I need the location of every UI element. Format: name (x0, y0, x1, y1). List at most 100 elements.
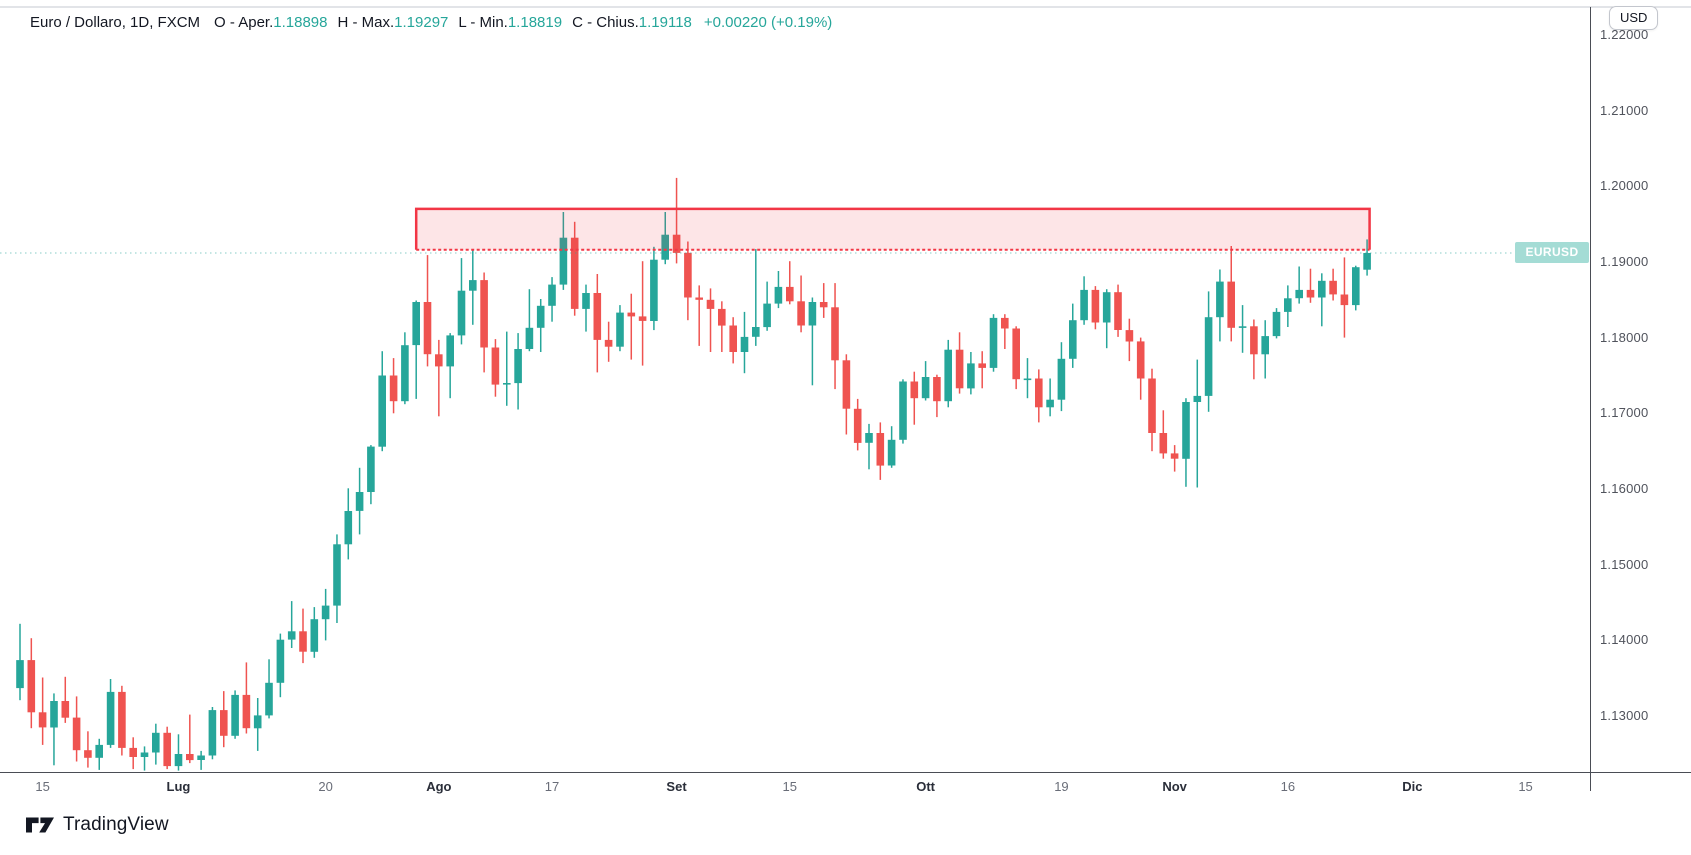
price-tick-label: 1.18000 (1600, 329, 1649, 345)
tradingview-logo[interactable]: TradingView (25, 813, 169, 836)
candle-down (831, 307, 839, 361)
candle-up (514, 349, 522, 384)
candle-down (638, 316, 647, 321)
candle-down (729, 325, 737, 352)
price-tick-label: 1.13000 (1600, 708, 1649, 724)
candle-up (321, 605, 330, 620)
candle-down (27, 660, 36, 713)
time-tick-label: Lug (166, 779, 191, 794)
candle-down (1340, 294, 1349, 306)
candle-up (1318, 280, 1326, 298)
candle-up (1295, 289, 1303, 299)
candle-up (740, 336, 749, 352)
price-tick-label: 1.20000 (1600, 178, 1649, 194)
time-tick-label: Dic (1402, 779, 1423, 794)
candle-down (242, 694, 251, 729)
candle-up (16, 660, 24, 689)
candle-up (378, 375, 386, 447)
candle-up (197, 755, 205, 760)
time-tick-label: Set (666, 779, 687, 794)
candle-down (129, 747, 137, 757)
candlestick-chart-plot[interactable] (0, 0, 1691, 800)
candle-down (876, 433, 885, 466)
candle-up (616, 312, 624, 347)
candle-up (231, 694, 239, 736)
candle-up (253, 715, 262, 729)
last-price-label: EURUSD (1515, 242, 1589, 264)
candle-down (1329, 280, 1337, 295)
candle-up (887, 439, 896, 466)
price-tick-label: 1.19000 (1600, 253, 1649, 269)
price-tick-label: 1.17000 (1600, 405, 1649, 421)
candle-up (899, 381, 907, 440)
candle-up (503, 383, 511, 385)
candle-up (967, 363, 975, 389)
symbol-title[interactable]: Euro / Dollaro, 1D, FXCM (30, 14, 201, 31)
candle-up (1363, 253, 1371, 270)
candle-down (1125, 330, 1134, 342)
candle-up (1069, 320, 1077, 359)
ohlc-field: L - Min.1.18819 (458, 14, 563, 31)
time-tick-label: 20 (318, 779, 333, 794)
candle-up (536, 305, 545, 328)
candle-down (61, 701, 70, 718)
candle-up (1080, 289, 1088, 321)
candle-up (582, 293, 590, 309)
candle-down (706, 299, 715, 309)
price-axis[interactable]: 1.22000 1.21000 1.20000 1.19000 1.18000 1.170… (1591, 0, 1691, 772)
candle-down (570, 237, 579, 309)
candle-up (525, 327, 534, 349)
candle-up (344, 511, 353, 545)
candle-up (1261, 336, 1269, 355)
candle-up (355, 492, 364, 511)
candle-down (695, 297, 703, 300)
candle-up (650, 259, 658, 321)
ohlc-field: O - Aper.1.18898 (214, 14, 328, 31)
candle-up (1216, 281, 1224, 318)
candle-up (661, 234, 669, 260)
candle-up (174, 754, 183, 767)
candle-up (1182, 402, 1190, 459)
candle-up (457, 290, 466, 336)
candle-up (276, 639, 285, 683)
candle-down (1227, 281, 1235, 328)
candle-up (469, 280, 477, 291)
candle-up (412, 302, 420, 346)
candle-down (118, 691, 126, 748)
chart-legend: Euro / Dollaro, 1D, FXCM O - Aper.1.1889… (30, 14, 832, 31)
candle-down (684, 252, 692, 298)
candle-up (446, 335, 454, 367)
resistance-zone[interactable] (416, 208, 1370, 250)
candle-up (1204, 317, 1213, 396)
candle-down (842, 360, 851, 409)
candle-down (480, 280, 488, 348)
candle-up (140, 752, 149, 757)
candle-up (752, 327, 760, 337)
candle-down (220, 710, 228, 736)
candle-down (1148, 378, 1156, 433)
time-tick-label: 15 (782, 779, 797, 794)
candle-down (853, 408, 862, 443)
candle-up (548, 284, 556, 306)
candle-up (774, 286, 783, 304)
candle-up (989, 317, 998, 368)
tradingview-logo-text: TradingView (63, 813, 169, 835)
ohlc-field: H - Max.1.19297 (337, 14, 449, 31)
candle-down (423, 302, 432, 355)
candle-up (1102, 292, 1111, 323)
ohlc-values: O - Aper.1.18898 H - Max.1.19297 L - Min.1… (214, 14, 702, 31)
candle-down (1306, 289, 1315, 298)
candle-down (978, 363, 986, 368)
candle-up (106, 691, 115, 745)
candle-up (1023, 378, 1032, 381)
price-tick-label: 1.22000 (1600, 26, 1649, 42)
time-axis[interactable]: 15 Lug 20 Ago 17 Set 15 Ott 19 Nov 16 Dic 15 (0, 773, 1691, 799)
candle-down (1250, 326, 1258, 355)
tradingview-logo-icon (26, 817, 54, 833)
time-tick-label: 16 (1280, 779, 1296, 794)
resistance-zone-border[interactable] (414, 207, 1371, 250)
price-tick-label: 1.16000 (1600, 481, 1649, 497)
candle-up (921, 377, 930, 399)
currency-toggle-button[interactable]: USD (1609, 6, 1659, 30)
